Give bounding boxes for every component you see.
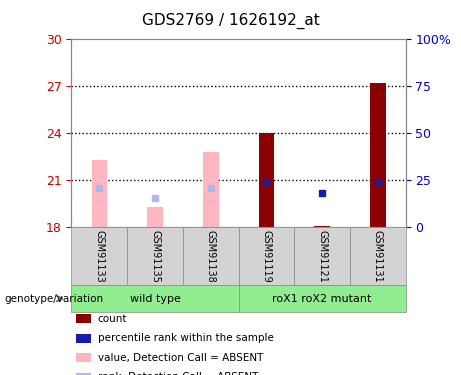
Text: GSM91121: GSM91121	[317, 230, 327, 282]
Bar	[91, 160, 107, 227]
Text: value, Detection Call = ABSENT: value, Detection Call = ABSENT	[98, 353, 263, 363]
Text: GSM91138: GSM91138	[206, 230, 216, 282]
Text: GSM91131: GSM91131	[373, 230, 383, 282]
Text: count: count	[98, 314, 127, 324]
Text: wild type: wild type	[130, 294, 180, 303]
Text: rank, Detection Call = ABSENT: rank, Detection Call = ABSENT	[98, 372, 258, 375]
Text: GSM91119: GSM91119	[261, 230, 272, 282]
Text: genotype/variation: genotype/variation	[5, 294, 104, 303]
Text: GDS2769 / 1626192_at: GDS2769 / 1626192_at	[142, 13, 319, 29]
Text: percentile rank within the sample: percentile rank within the sample	[98, 333, 274, 343]
Bar	[259, 133, 274, 227]
Text: GSM91135: GSM91135	[150, 230, 160, 282]
Bar	[147, 207, 163, 227]
Bar	[314, 226, 330, 227]
Text: GSM91133: GSM91133	[95, 230, 104, 282]
Bar	[203, 152, 219, 227]
Text: roX1 roX2 mutant: roX1 roX2 mutant	[272, 294, 372, 303]
Bar	[370, 83, 385, 227]
